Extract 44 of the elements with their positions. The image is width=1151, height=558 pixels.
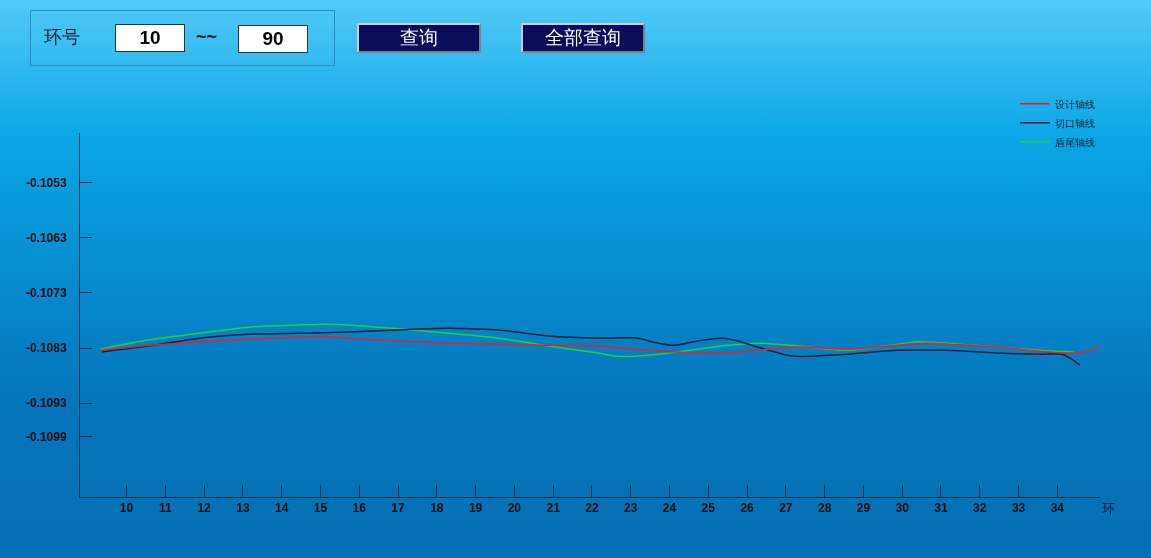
x-tick-label: 12: [197, 501, 212, 516]
x-tick-label: 32: [973, 501, 987, 516]
legend-label: 盾尾轴线: [1055, 136, 1095, 148]
x-tick-label: 19: [468, 501, 483, 516]
query-button: 查询: [357, 23, 481, 53]
end-field: 90: [238, 25, 308, 53]
line-series: [99, 323, 1075, 358]
start-field: 10: [115, 24, 185, 52]
legend-label: 切口轴线: [1055, 117, 1095, 129]
line-series: [99, 335, 1100, 355]
x-tick-label: 27: [779, 501, 793, 516]
x-tick-label: 31: [934, 501, 948, 516]
query-all-button: 全部查询: [521, 23, 645, 53]
x-tick-label: 23: [624, 501, 638, 516]
x-tick-label: 13: [236, 501, 250, 516]
x-tick-label: 20: [507, 501, 522, 516]
text: 环号: [44, 26, 80, 49]
y-tick-label: -0.1063: [25, 230, 67, 245]
y-tick-label: -0.1053: [25, 175, 67, 190]
x-tick-label: 30: [895, 501, 910, 516]
x-tick-label: 25: [701, 501, 716, 516]
x-tick-label: 18: [430, 501, 444, 516]
y-tick-label: -0.1073: [25, 286, 67, 301]
x-tick-label: 10: [119, 501, 134, 516]
text: ~~: [196, 27, 218, 48]
x-tick-label: 26: [740, 501, 755, 516]
x-tick-label: 11: [158, 501, 172, 516]
x-tick-label: 24: [662, 501, 677, 516]
y-tick-label: -0.1099: [25, 429, 67, 444]
x-tick-label: 15: [313, 501, 328, 516]
y-tick-label: -0.1093: [25, 396, 67, 411]
x-tick-label: 34: [1050, 501, 1065, 516]
x-tick-label: 22: [585, 501, 599, 516]
x-tick-label: 29: [856, 501, 871, 516]
x-tick-label: 17: [391, 501, 406, 516]
x-tick-label: 33: [1011, 501, 1026, 516]
legend-label: 设计轴线: [1055, 98, 1095, 110]
x-tick-label: 21: [546, 501, 561, 516]
y-tick-label: -0.1083: [25, 341, 67, 356]
x-tick-label: 14: [274, 501, 289, 516]
x-tick-label: 16: [352, 501, 367, 516]
x-axis-title: 环: [1102, 501, 1115, 516]
x-tick-label: 28: [817, 501, 832, 516]
line-series: [100, 327, 1081, 366]
